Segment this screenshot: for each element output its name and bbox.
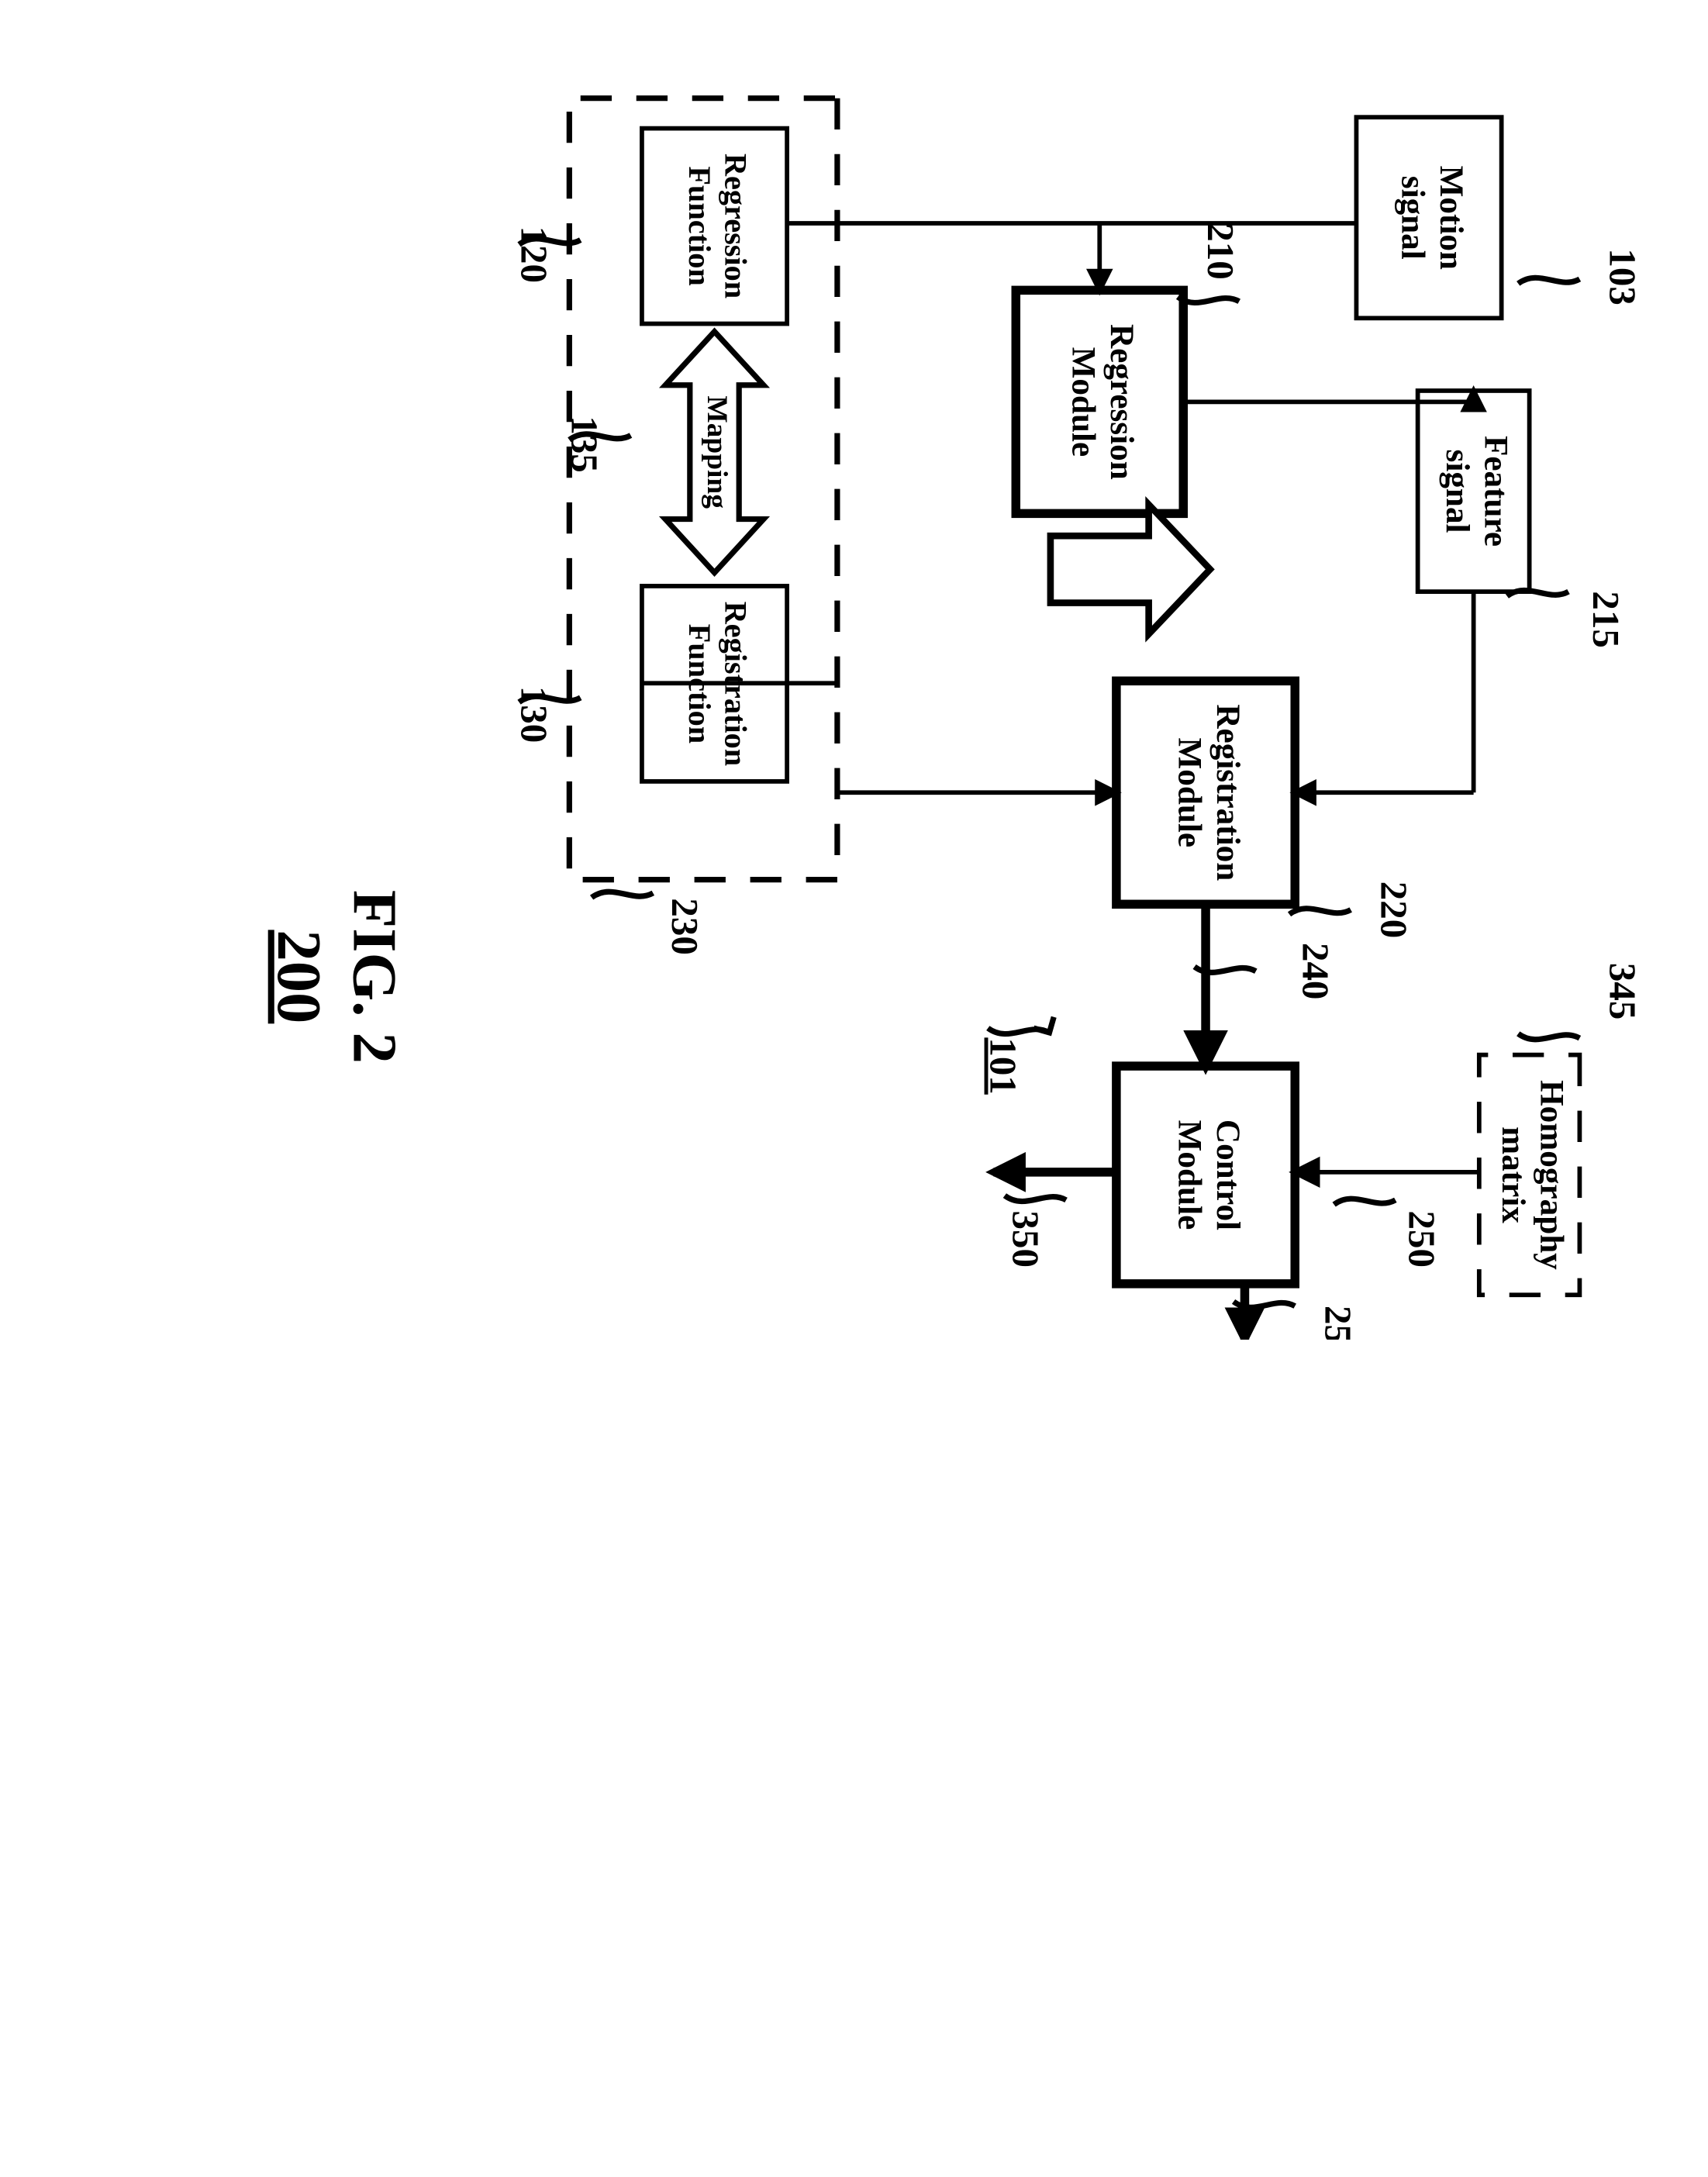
ref-255: 255 [1316, 1306, 1359, 1340]
ref-210: 210 [1199, 223, 1242, 279]
leader [1334, 1199, 1396, 1204]
ref-120: 120 [513, 226, 556, 283]
leader [1507, 590, 1568, 595]
leader [1518, 1033, 1579, 1039]
leader [1005, 1195, 1066, 1201]
ctrlMod-label-0: Control [1209, 1120, 1246, 1230]
mapping-label: Mapping [701, 395, 733, 509]
ref-240: 240 [1295, 943, 1337, 999]
ref-215: 215 [1585, 591, 1627, 647]
ref-345: 345 [1602, 963, 1644, 1019]
ctrlMod-label-1: Module [1171, 1120, 1207, 1230]
regMod-label-1: Module [1065, 347, 1102, 457]
regFunc-label-0: Regression [718, 154, 753, 298]
leader [592, 892, 653, 897]
motion-label-1: signal [1394, 176, 1430, 260]
ref-350: 350 [1004, 1211, 1047, 1268]
ref-230: 230 [664, 898, 706, 954]
ref-101: 101 [982, 1037, 1024, 1094]
leader [1518, 278, 1579, 283]
registMod-label-0: Registration [1209, 704, 1246, 881]
figure-caption-2: 200 [264, 930, 333, 1023]
ref-130: 130 [513, 686, 556, 743]
regMod-label-0: Regression [1103, 324, 1140, 480]
regFunc-label-1: Function [682, 166, 717, 286]
block-up-arrow [1051, 505, 1210, 634]
ref-135: 135 [563, 416, 606, 472]
ref-250: 250 [1400, 1211, 1443, 1268]
homog-label-1: matrix [1495, 1126, 1531, 1223]
figure-caption-1: FIG. 2 [340, 890, 409, 1064]
registMod-label-1: Module [1171, 738, 1207, 848]
motion-label-0: Motion [1433, 166, 1469, 270]
featSig-label-0: Feature [1478, 436, 1514, 547]
ref-103: 103 [1602, 248, 1644, 305]
leader [1289, 909, 1351, 914]
featSig-label-1: signal [1439, 450, 1475, 533]
ref-220: 220 [1372, 881, 1415, 938]
homog-label-0: Homography [1534, 1080, 1570, 1270]
